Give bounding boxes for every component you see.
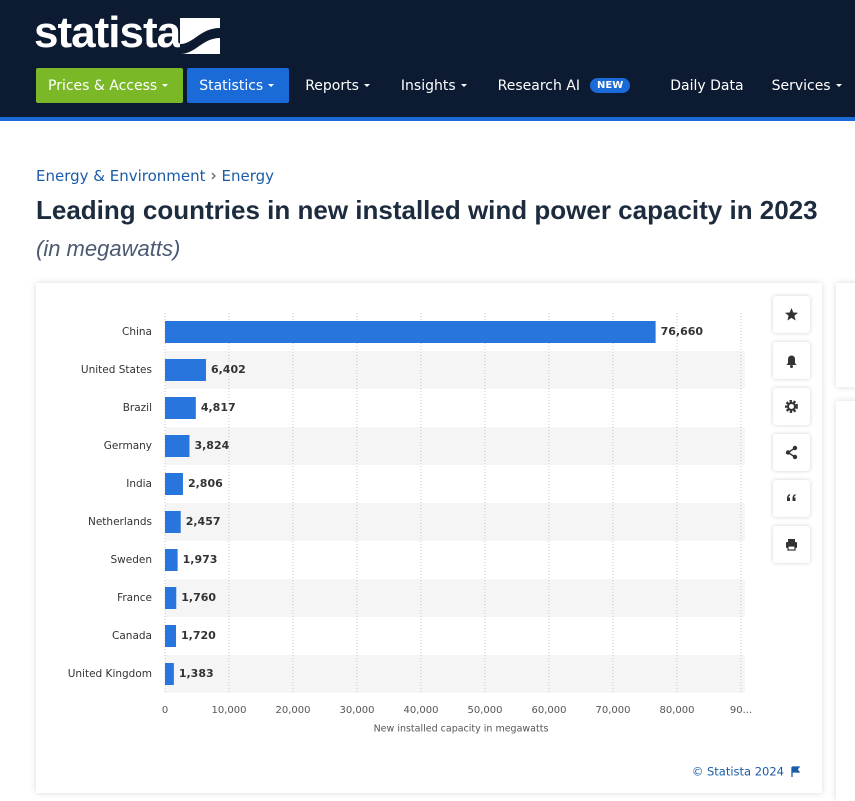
nav-item[interactable]: Reports xyxy=(293,68,385,103)
value-label: 2,457 xyxy=(186,515,221,528)
x-tick-label: 70,000 xyxy=(596,705,631,716)
row-stripe xyxy=(165,655,745,693)
y-tick-label: France xyxy=(117,592,152,604)
y-tick-label: Sweden xyxy=(111,554,153,566)
bar xyxy=(165,435,190,457)
value-label: 6,402 xyxy=(211,363,246,376)
separator xyxy=(211,172,216,180)
value-label: 1,760 xyxy=(181,591,216,604)
caret xyxy=(835,83,842,87)
nav-item[interactable]: Services xyxy=(760,68,855,103)
bar xyxy=(165,511,181,533)
bar xyxy=(165,663,174,685)
bar xyxy=(165,587,177,609)
alert-button[interactable] xyxy=(773,342,810,379)
y-tick-label: United Kingdom xyxy=(68,668,152,680)
row-stripe xyxy=(165,427,745,465)
y-tick-label: Germany xyxy=(104,440,152,452)
value-label: 1,973 xyxy=(183,553,218,566)
bar xyxy=(165,397,196,419)
value-label: 1,720 xyxy=(181,629,216,642)
y-tick-label: United States xyxy=(81,364,152,376)
flag-icon xyxy=(791,766,801,777)
nav-item[interactable]: Statistics xyxy=(187,68,290,103)
logo-icon xyxy=(180,18,220,54)
row-stripe xyxy=(165,351,745,389)
breadcrumb-link[interactable]: Energy & Environment xyxy=(36,167,206,185)
side-card xyxy=(836,283,855,387)
source: © Statista 2024 xyxy=(692,765,784,779)
value-label: 3,824 xyxy=(194,439,229,452)
x-tick-label: 50,000 xyxy=(468,705,503,716)
favorite-button[interactable] xyxy=(773,296,810,333)
side-card xyxy=(836,401,855,801)
title: Leading countries in new installed wind … xyxy=(36,195,818,225)
x-tick-label: 40,000 xyxy=(404,705,439,716)
subtitle: (in megawatts) xyxy=(36,236,181,261)
value-label: 2,806 xyxy=(188,477,223,490)
y-tick-label: Netherlands xyxy=(88,516,152,528)
value-label: 4,817 xyxy=(201,401,236,414)
x-tick-label: 60,000 xyxy=(532,705,567,716)
nav-item[interactable]: Insights xyxy=(389,68,482,103)
nav-label: Daily Data xyxy=(670,77,744,94)
print-button[interactable] xyxy=(773,526,810,563)
logo[interactable]: statista xyxy=(34,8,181,57)
breadcrumb-link[interactable]: Energy xyxy=(221,167,275,185)
caret xyxy=(162,83,169,87)
bar xyxy=(165,359,206,381)
x-axis-label: New installed capacity in megawatts xyxy=(374,724,549,735)
y-tick-label: India xyxy=(126,478,152,490)
bar xyxy=(165,625,177,647)
settings-button[interactable] xyxy=(773,388,810,425)
x-tick-label: 0 xyxy=(162,705,168,716)
x-tick-label: 80,000 xyxy=(660,705,695,716)
nav-item[interactable]: Prices & Access xyxy=(36,68,184,103)
chart-card: 0 10,000 20,000 30,000 40,000 50,000 60,000 70,… xyxy=(36,283,822,793)
caret xyxy=(460,83,467,87)
x-tick-label: 90... xyxy=(730,705,752,716)
bar xyxy=(165,473,183,495)
share-button[interactable] xyxy=(773,434,810,471)
y-tick-label: Brazil xyxy=(123,402,152,414)
breadcrumb: Energy & Environment Energy xyxy=(36,167,274,185)
x-tick-label: 10,000 xyxy=(212,705,247,716)
y-tick-label: Canada xyxy=(112,630,152,642)
nav-label: Statistics xyxy=(199,77,264,94)
value-label: 1,383 xyxy=(179,667,214,680)
bar xyxy=(165,321,656,343)
x-tick-label: 30,000 xyxy=(340,705,375,716)
header: statista Prices & Access Statistics Report… xyxy=(0,0,855,121)
x-tick-label: 20,000 xyxy=(276,705,311,716)
nav-label: Insights xyxy=(400,77,456,94)
nav-item[interactable]: Daily Data xyxy=(658,68,755,103)
nav-label: Research AI xyxy=(497,77,581,94)
bar xyxy=(165,549,178,571)
nav-item[interactable]: Research AI NEW xyxy=(486,68,643,103)
nav-label: Prices & Access xyxy=(48,77,158,94)
chart: 0 10,000 20,000 30,000 40,000 50,000 60,000 70,… xyxy=(68,313,801,779)
value-label: 76,660 xyxy=(661,325,704,338)
row-stripe xyxy=(165,503,745,541)
cite-button[interactable] xyxy=(773,480,810,517)
nav-label: Services xyxy=(771,77,831,94)
row-stripe xyxy=(165,579,745,617)
nav-label: Reports xyxy=(305,77,359,94)
y-tick-label: China xyxy=(122,326,152,338)
caret xyxy=(363,83,370,87)
nav: Prices & Access Statistics Reports Insights… xyxy=(36,68,855,103)
badge: NEW xyxy=(590,78,631,93)
caret xyxy=(268,83,275,87)
